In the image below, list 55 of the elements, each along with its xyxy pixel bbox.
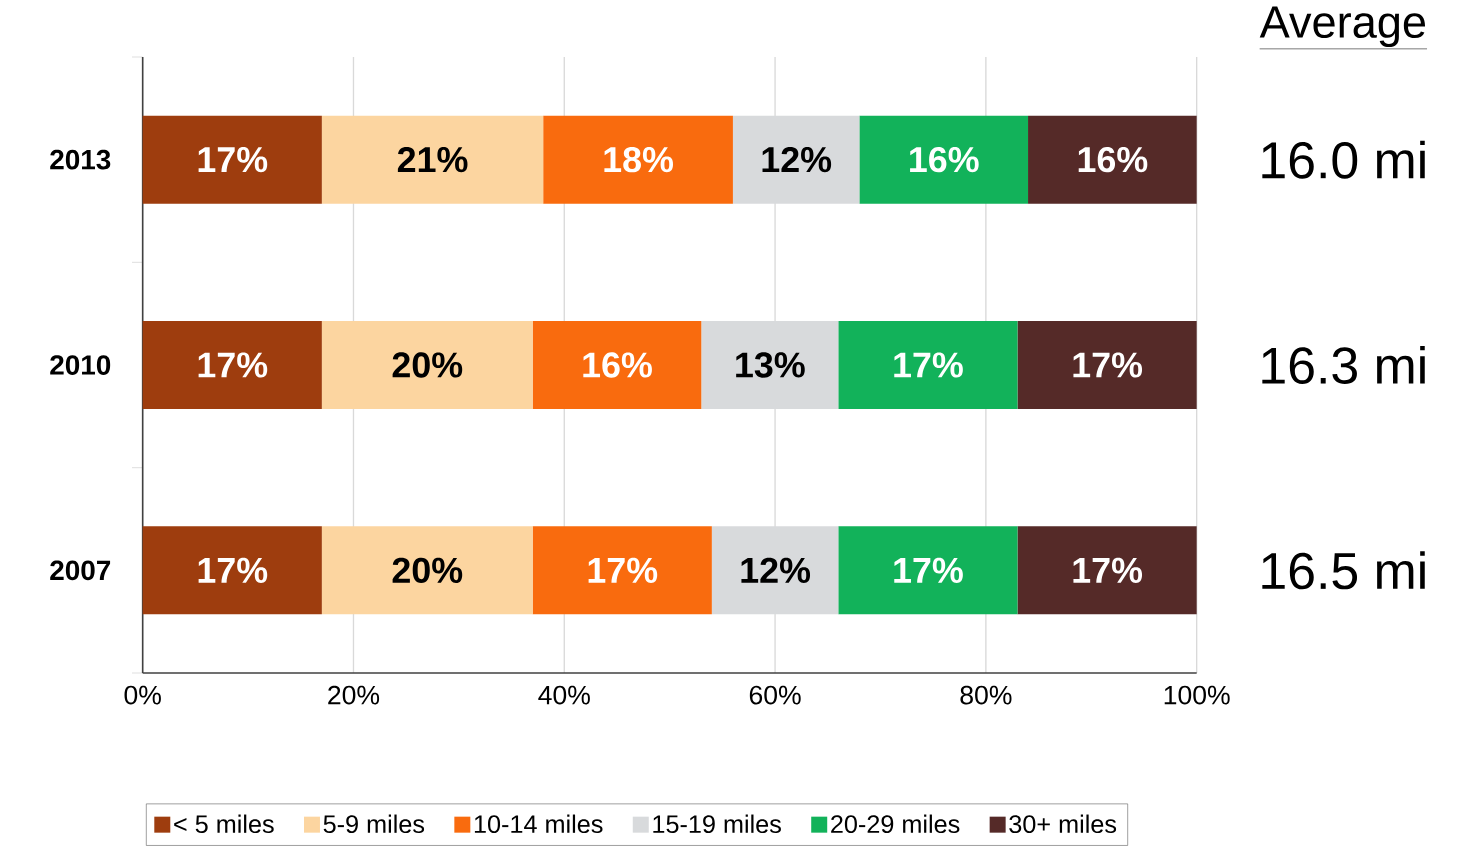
bar (732, 115, 860, 204)
text: Average (1259, 6, 1426, 47)
data-label: 12% (762, 147, 832, 173)
bar (321, 115, 544, 204)
y-tick-label: 2013 (50, 149, 111, 170)
legend-label: 20-29 miles (831, 814, 960, 834)
data-label: 18% (604, 146, 673, 173)
y-tick-label: 2010 (50, 355, 111, 375)
x-tick-label: 100% (1164, 685, 1230, 705)
bar (142, 321, 322, 410)
legend-label: 15-19 miles (653, 814, 781, 834)
data-label: 17% (894, 557, 963, 583)
y-tick-label: 2007 (50, 560, 111, 581)
bar (711, 526, 839, 615)
x-tick-label: 40% (538, 685, 590, 705)
bar (1028, 115, 1197, 204)
data-label: 17% (198, 557, 268, 583)
bar (142, 526, 322, 615)
legend-label: 30+ miles (1009, 814, 1117, 834)
legend-label: 5-9 miles (323, 814, 425, 834)
x-tick-label: 80% (960, 685, 1012, 705)
bar (532, 321, 702, 410)
data-label: 16% (910, 146, 979, 173)
legend-label: < 5 miles (174, 814, 274, 834)
bar (321, 321, 533, 410)
text: 16.5 mi (1262, 551, 1425, 590)
bar (701, 321, 839, 410)
text: 16.0 mi (1262, 140, 1425, 179)
bar (142, 115, 322, 204)
bar (321, 526, 533, 615)
legend-label: 10-14 miles (474, 814, 603, 834)
bar (1017, 526, 1197, 615)
data-label: 20% (392, 557, 463, 584)
x-tick-label: 0% (124, 685, 161, 705)
bar (859, 115, 1029, 204)
data-label: 17% (894, 352, 963, 378)
data-label: 17% (198, 352, 268, 378)
bar (532, 526, 712, 615)
data-label: 17% (1073, 352, 1143, 378)
x-tick-label: 20% (328, 685, 380, 705)
bar (543, 115, 733, 204)
data-label: 20% (392, 352, 463, 378)
data-label: 16% (583, 352, 652, 378)
data-label: 16% (1078, 146, 1148, 173)
x-tick-label: 60% (749, 685, 801, 705)
bar (838, 526, 1018, 615)
bar (838, 321, 1018, 410)
bar (1017, 321, 1197, 410)
data-label: 17% (198, 147, 268, 173)
data-label: 12% (741, 557, 811, 583)
text: 16.3 mi (1262, 345, 1425, 385)
data-label: 21% (397, 147, 468, 173)
data-label: 13% (736, 352, 805, 378)
data-label: 17% (588, 557, 658, 583)
data-label: 17% (1073, 557, 1143, 583)
